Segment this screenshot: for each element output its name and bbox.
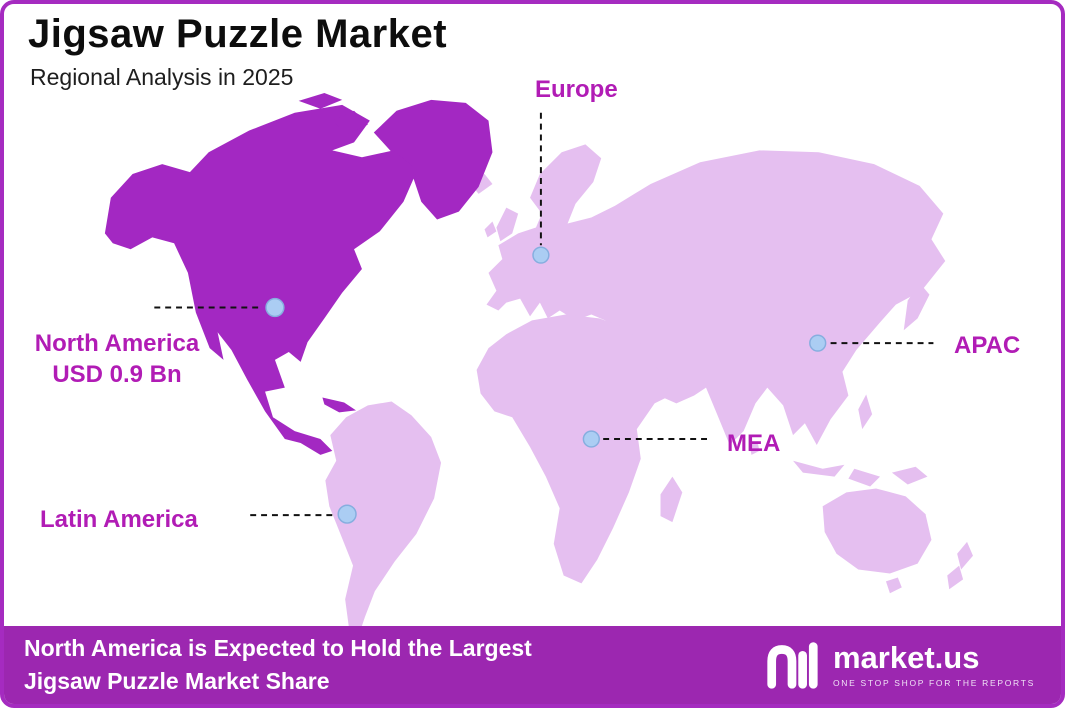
brand-tagline: ONE STOP SHOP FOR THE REPORTS [832, 678, 1035, 688]
page-subtitle: Regional Analysis in 2025 [30, 64, 294, 90]
island-tasmania [885, 577, 902, 594]
island-japan [903, 282, 930, 331]
region-north-america [104, 104, 418, 455]
region-africa [476, 314, 679, 584]
island-madagascar [660, 476, 683, 523]
island-ireland [484, 221, 497, 238]
footer-headline-line2: Jigsaw Puzzle Market Share [24, 668, 330, 694]
island-new-guinea [891, 466, 928, 485]
region-australia [822, 488, 932, 574]
footer-headline-line1: North America is Expected to Hold the La… [24, 634, 532, 661]
market-us-logo-icon [767, 642, 818, 689]
region-label-mea: MEA [727, 430, 781, 457]
region-label-north-america: North America USD 0.9 Bn [12, 328, 222, 390]
brand-block: market.us ONE STOP SHOP FOR THE REPORTS [763, 639, 1035, 691]
marker-north-america [265, 297, 285, 318]
marker-apac [809, 334, 827, 352]
marker-latin-america [337, 504, 357, 524]
region-label-latin-america: Latin America [40, 506, 198, 533]
brand-name: market.us [832, 640, 980, 675]
island-cuba [322, 397, 357, 413]
marker-europe [532, 246, 550, 264]
region-label-europe: Europe [535, 76, 618, 103]
island-uk [496, 207, 519, 242]
island-new-zealand-north [957, 541, 973, 570]
region-south-america [325, 401, 442, 635]
brand-text: market.us ONE STOP SHOP FOR THE REPORTS [833, 642, 1035, 688]
region-label-apac: APAC [954, 332, 1021, 359]
world-map [104, 92, 973, 635]
island-new-zealand-south [947, 565, 964, 590]
footer-banner: North America is Expected to Hold the La… [4, 626, 1061, 704]
island-sri-lanka [749, 441, 760, 455]
island-indonesia-west [793, 460, 845, 477]
marker-mea [582, 430, 600, 448]
page-title: Jigsaw Puzzle Market [28, 12, 448, 56]
island-indonesia-east [848, 468, 881, 487]
north-america-value: USD 0.9 Bn [52, 361, 182, 389]
region-greenland [373, 99, 493, 220]
island-arctic-2 [332, 110, 368, 135]
north-america-label-text: North America [34, 330, 200, 357]
island-philippines [858, 394, 873, 430]
region-eurasia [486, 144, 946, 445]
footer-headline: North America is Expected to Hold the La… [24, 632, 532, 699]
